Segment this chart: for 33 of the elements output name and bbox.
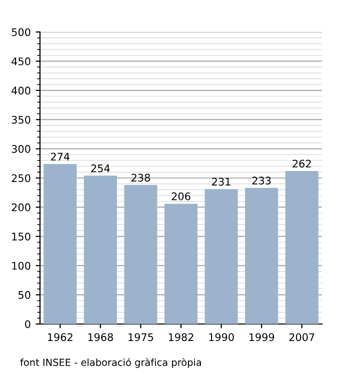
y-tick-label: 100: [12, 262, 30, 270]
data-label: 206: [172, 192, 190, 200]
x-tick-label: 2007: [289, 333, 314, 342]
data-label: 254: [91, 164, 110, 172]
y-tick-label: 450: [12, 57, 30, 66]
x-tick-label: 1975: [128, 333, 154, 342]
y-tick-label: 200: [12, 203, 30, 212]
bar: [245, 188, 278, 324]
bar: [124, 185, 158, 324]
x-tick-label: 1982: [168, 333, 194, 342]
bar: [44, 164, 77, 324]
data-label: 233: [252, 176, 271, 185]
y-tick-label: 50: [18, 291, 30, 299]
y-tick-label: 150: [12, 232, 30, 241]
y-tick-label: 400: [12, 86, 30, 95]
y-tick-label: 300: [12, 145, 30, 153]
y-tick-label: 500: [12, 28, 30, 36]
x-tick-label: 1962: [48, 333, 72, 342]
x-tick-label: 1968: [88, 333, 113, 342]
y-tick-label: 250: [12, 174, 30, 182]
bar: [204, 189, 238, 324]
x-tick-label: 1999: [249, 333, 274, 342]
bar: [285, 170, 318, 324]
data-label: 274: [50, 152, 70, 160]
y-tick-label: 350: [12, 116, 30, 124]
data-label: 238: [132, 174, 150, 182]
bar: [164, 204, 198, 324]
y-tick-label: 0: [25, 320, 30, 328]
data-label: 262: [292, 160, 311, 168]
text: font INSEE - elaboració gràfica pròpia: [20, 358, 202, 368]
data-label: 231: [212, 178, 230, 186]
x-tick-label: 1990: [209, 333, 234, 342]
bar: [84, 176, 117, 324]
